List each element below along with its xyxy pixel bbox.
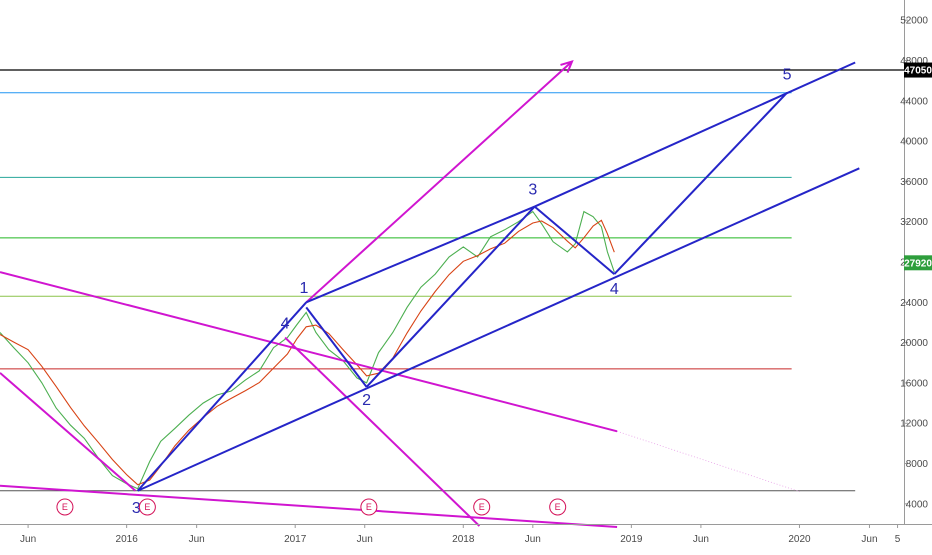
price-tick-label: 16000 [900, 378, 928, 389]
trend-line [305, 60, 573, 304]
current-price-badge-box [904, 255, 932, 271]
trend-line-extension [616, 430, 801, 493]
marked-level-badge-text: 47050 [904, 66, 932, 77]
price-tick-label: 4000 [906, 499, 929, 510]
time-tick-label: Jun [693, 534, 709, 545]
event-marker-label: E [555, 502, 561, 512]
time-tick-label: Jun [20, 534, 36, 545]
wave-label: 4 [281, 316, 290, 333]
trend-line [0, 372, 137, 492]
wave-label: 4 [610, 281, 619, 298]
trend-line [0, 271, 618, 433]
time-tick-label: Jun [357, 534, 373, 545]
event-marker [549, 498, 567, 516]
price-tick-label: 32000 [900, 217, 928, 228]
time-tick-label: Jun [525, 534, 541, 545]
price-tick-label: 8000 [906, 459, 929, 470]
price-tick-label: 36000 [900, 177, 928, 188]
price-tick-label: 52000 [900, 16, 928, 27]
event-marker [473, 498, 491, 516]
time-tick-label: 2017 [284, 534, 307, 545]
event-marker-label: E [366, 502, 372, 512]
time-tick-label: 2019 [620, 534, 643, 545]
price-badges: 27920 47050 [904, 62, 932, 271]
price-tick-label: 20000 [900, 338, 928, 349]
time-tick-label: Jun [189, 534, 205, 545]
trend-line [136, 301, 307, 492]
price-tick-label: 48000 [900, 56, 928, 67]
wave-label: 2 [362, 392, 371, 409]
trend-arrow-head [560, 59, 574, 73]
event-marker [360, 498, 378, 516]
wave-label: 3 [132, 500, 141, 517]
trend-line [305, 205, 536, 304]
trend-line [0, 484, 618, 529]
price-tick-label: 44000 [900, 96, 928, 107]
price-tick-label: 40000 [900, 137, 928, 148]
trend-lines [0, 59, 860, 529]
event-marker-label: E [479, 502, 485, 512]
current-price-badge-text: 27920 [904, 258, 932, 269]
wave-label: 5 [783, 67, 792, 84]
event-marker [138, 498, 156, 516]
wave-labels: 1 2 3 4 5 4 3 [132, 67, 792, 517]
trend-line [137, 167, 860, 492]
price-tick-label: 12000 [900, 419, 928, 430]
time-tick-label: 2018 [452, 534, 475, 545]
time-axis: Jun 2016 Jun 2017 Jun 2018 Jun 2019 Jun 2020 Jun 5 [20, 524, 901, 545]
trend-line [365, 205, 536, 388]
time-tick-label: Jun [861, 534, 877, 545]
trend-line [305, 306, 368, 388]
wave-label: 3 [528, 181, 537, 198]
event-marker-label: E [62, 502, 68, 512]
event-marker [56, 498, 74, 516]
time-tick-label: 2016 [116, 534, 139, 545]
time-tick-label: 5 [895, 534, 901, 545]
trend-line [534, 61, 856, 208]
marked-level-badge-box [904, 62, 932, 78]
trend-line [613, 92, 788, 275]
horizontal-levels [0, 69, 904, 492]
event-marker-label: E [144, 502, 150, 512]
price-tick-label: 24000 [900, 298, 928, 309]
wave-label: 1 [299, 280, 308, 297]
time-tick-label: 2020 [788, 534, 811, 545]
trend-line [284, 336, 481, 527]
trend-line [534, 205, 615, 275]
